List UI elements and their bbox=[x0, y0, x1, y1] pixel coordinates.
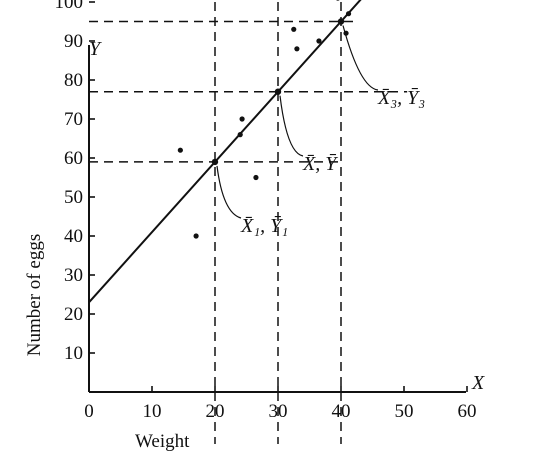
annotation-leader bbox=[216, 165, 242, 219]
regression-line-group bbox=[88, 0, 362, 303]
data-point bbox=[336, 0, 340, 1]
mean-annotation-label: X̄₁, Ȳ₁ bbox=[240, 215, 288, 237]
y-axis-title: Number of eggs bbox=[24, 234, 45, 356]
y-tick-label: 80 bbox=[64, 70, 83, 91]
y-tick-label: 10 bbox=[64, 343, 83, 364]
mean-marker bbox=[274, 88, 282, 95]
y-tick-label: 60 bbox=[64, 148, 83, 169]
data-point bbox=[291, 26, 297, 32]
annotation-leader bbox=[342, 25, 379, 91]
mean-annotations: X̄₁, Ȳ₁ X̄, Ȳ X̄₃, Ȳ₃ bbox=[211, 18, 425, 237]
mean-annotation-label: X̄, Ȳ bbox=[302, 153, 338, 175]
data-point bbox=[177, 147, 183, 153]
x-axis-title: Weight bbox=[135, 431, 190, 452]
y-tick-label: 20 bbox=[64, 304, 83, 325]
x-tick-label: 10 bbox=[143, 401, 162, 422]
data-point bbox=[316, 38, 322, 44]
mean-marker bbox=[337, 18, 345, 25]
y-tick-label: 100 bbox=[55, 0, 84, 13]
data-point bbox=[345, 11, 352, 17]
y-tick-label: 70 bbox=[64, 109, 83, 130]
regression-line bbox=[88, 0, 362, 303]
mean-marker bbox=[211, 158, 219, 166]
data-point bbox=[193, 233, 199, 239]
data-point bbox=[239, 116, 245, 122]
x-tick-label: 20 bbox=[206, 401, 225, 422]
data-points bbox=[177, 0, 352, 239]
x-tick-label: 60 bbox=[458, 401, 477, 422]
x-tick-label: 50 bbox=[395, 401, 414, 422]
data-point bbox=[237, 132, 243, 138]
y-tick-label: 30 bbox=[64, 265, 83, 286]
x-tick-label: 30 bbox=[269, 401, 288, 422]
data-point bbox=[253, 174, 259, 181]
y-tick-label: 90 bbox=[64, 31, 83, 52]
y-tick-label: 50 bbox=[64, 187, 83, 208]
x-tick-label: 40 bbox=[332, 401, 351, 422]
annotation-leader bbox=[279, 95, 304, 157]
mean-annotation-label: X̄₃, Ȳ₃ bbox=[377, 87, 425, 109]
x-axis-letter: X bbox=[471, 372, 485, 394]
y-tick-label: 40 bbox=[64, 226, 83, 247]
tick-labels: 0 10 20 30 40 50 60 10 20 30 40 50 60 70 80 90 100 bbox=[55, 0, 477, 422]
y-axis-letter: Y bbox=[89, 38, 102, 60]
data-point bbox=[294, 46, 300, 52]
x-tick-label: 0 bbox=[84, 401, 94, 422]
